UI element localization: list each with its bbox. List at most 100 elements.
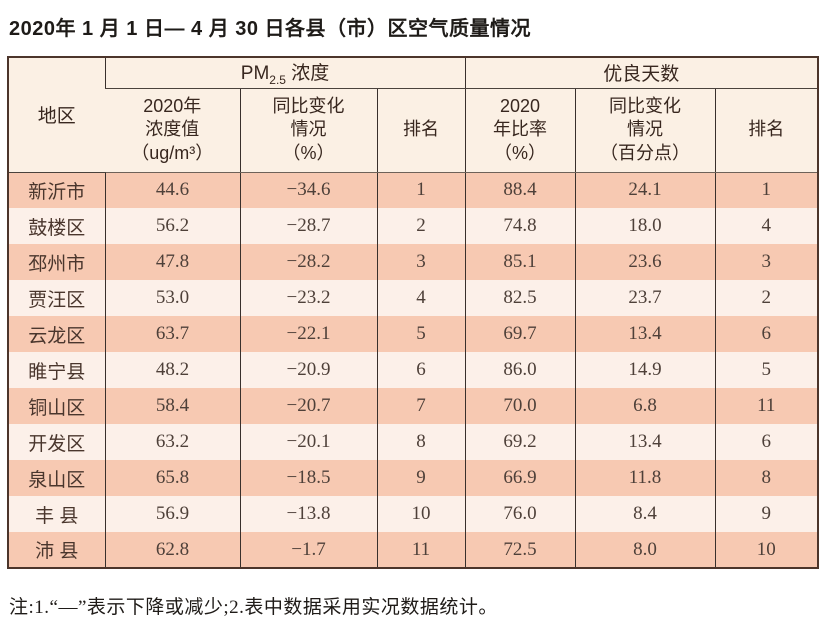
- good-ratio-cell: 69.7: [464, 316, 576, 352]
- good-change-cell: 24.1: [574, 172, 716, 208]
- table-row: 邳州市 47.8 −28.2 3 85.1 23.6 3: [8, 244, 819, 280]
- table-row: 云龙区 63.7 −22.1 5 69.7 13.4 6: [8, 316, 819, 352]
- table-row: 贾汪区 53.0 −23.2 4 82.5 23.7 2: [8, 280, 819, 316]
- pm-rank-cell: 7: [376, 388, 466, 424]
- pm-value-cell: 58.4: [104, 388, 240, 424]
- good-ratio-cell: 88.4: [464, 172, 576, 208]
- good-change-cell: 23.6: [574, 244, 716, 280]
- pm-rank-cell: 1: [376, 172, 466, 208]
- table-row: 新沂市 44.6 −34.6 1 88.4 24.1 1: [8, 172, 819, 208]
- column-header-pm-change: 同比变化 情况 （%）: [239, 88, 377, 173]
- pm-value-cell: 63.2: [104, 424, 240, 460]
- good-change-cell: 23.7: [574, 280, 716, 316]
- good-ratio-cell: 74.8: [464, 208, 576, 244]
- pm-rank-cell: 3: [376, 244, 466, 280]
- table-row: 鼓楼区 56.2 −28.7 2 74.8 18.0 4: [8, 208, 819, 244]
- good-ratio-cell: 86.0: [464, 352, 576, 388]
- table-row: 丰 县 56.9 −13.8 10 76.0 8.4 9: [8, 496, 819, 532]
- pm-rank-cell: 9: [376, 460, 466, 496]
- good-change-cell: 11.8: [574, 460, 716, 496]
- pm-change-cell: −20.7: [239, 388, 377, 424]
- good-change-cell: 8.0: [574, 532, 716, 568]
- pm25-label: PM: [240, 63, 270, 85]
- good-ratio-cell: 70.0: [464, 388, 576, 424]
- good-ratio-cell: 72.5: [464, 532, 576, 568]
- pm-rank-cell: 8: [376, 424, 466, 460]
- pm-change-cell: −28.7: [239, 208, 377, 244]
- column-group-good-days: 优良天数: [464, 57, 819, 89]
- pm-change-cell: −20.1: [239, 424, 377, 460]
- pm-change-cell: −1.7: [239, 532, 377, 568]
- region-cell: 沛 县: [8, 532, 105, 568]
- good-rank-cell: 1: [714, 172, 819, 208]
- region-cell: 云龙区: [8, 316, 105, 352]
- good-rank-cell: 6: [714, 424, 819, 460]
- region-cell: 丰 县: [8, 496, 105, 532]
- good-rank-cell: 2: [714, 280, 819, 316]
- good-ratio-cell: 85.1: [464, 244, 576, 280]
- region-cell: 泉山区: [8, 460, 105, 496]
- pm-rank-cell: 11: [376, 532, 466, 568]
- good-rank-cell: 5: [714, 352, 819, 388]
- pm-change-cell: −23.2: [239, 280, 377, 316]
- pm-value-cell: 47.8: [104, 244, 240, 280]
- pm25-label-suffix: 浓度: [285, 63, 330, 85]
- good-rank-cell: 8: [714, 460, 819, 496]
- good-ratio-cell: 82.5: [464, 280, 576, 316]
- pm25-subscript: 2.5: [269, 73, 286, 88]
- region-cell: 邳州市: [8, 244, 105, 280]
- table-row: 铜山区 58.4 −20.7 7 70.0 6.8 11: [8, 388, 819, 424]
- region-cell: 贾汪区: [8, 280, 105, 316]
- pm-value-cell: 48.2: [104, 352, 240, 388]
- good-rank-cell: 3: [714, 244, 819, 280]
- pm-rank-cell: 6: [376, 352, 466, 388]
- table-row: 开发区 63.2 −20.1 8 69.2 13.4 6: [8, 424, 819, 460]
- pm-change-cell: −13.8: [239, 496, 377, 532]
- column-header-pm-value: 2020年 浓度值 （ug/m³）: [105, 88, 240, 173]
- region-cell: 鼓楼区: [8, 208, 105, 244]
- good-ratio-cell: 76.0: [464, 496, 576, 532]
- region-cell: 开发区: [8, 424, 105, 460]
- pm-value-cell: 56.9: [104, 496, 240, 532]
- table-row: 泉山区 65.8 −18.5 9 66.9 11.8 8: [8, 460, 819, 496]
- pm-change-cell: −34.6: [239, 172, 377, 208]
- pm-change-cell: −28.2: [239, 244, 377, 280]
- good-rank-cell: 11: [714, 388, 819, 424]
- good-rank-cell: 10: [714, 532, 819, 568]
- footnote: 注:1.“—”表示下降或减少;2.表中数据采用实况数据统计。: [9, 597, 498, 618]
- good-ratio-cell: 66.9: [464, 460, 576, 496]
- good-change-cell: 13.4: [574, 424, 716, 460]
- table-row: 沛 县 62.8 −1.7 11 72.5 8.0 10: [8, 532, 819, 568]
- column-header-good-change: 同比变化 情况 （百分点）: [574, 88, 716, 173]
- region-cell: 新沂市: [8, 172, 105, 208]
- good-rank-cell: 4: [714, 208, 819, 244]
- pm-rank-cell: 4: [376, 280, 466, 316]
- table-row: 睢宁县 48.2 −20.9 6 86.0 14.9 5: [8, 352, 819, 388]
- pm-change-cell: −20.9: [239, 352, 377, 388]
- table-body: 新沂市 44.6 −34.6 1 88.4 24.1 1 鼓楼区 56.2 −2…: [8, 172, 819, 568]
- region-cell: 睢宁县: [8, 352, 105, 388]
- pm-value-cell: 44.6: [104, 172, 240, 208]
- pm-change-cell: −22.1: [239, 316, 377, 352]
- column-header-pm-rank: 排名: [376, 88, 466, 173]
- good-change-cell: 6.8: [574, 388, 716, 424]
- good-change-cell: 13.4: [574, 316, 716, 352]
- pm-change-cell: −18.5: [239, 460, 377, 496]
- good-change-cell: 18.0: [574, 208, 716, 244]
- pm-value-cell: 53.0: [104, 280, 240, 316]
- good-ratio-cell: 69.2: [464, 424, 576, 460]
- column-header-good-rank: 排名: [714, 88, 819, 173]
- pm-value-cell: 62.8: [104, 532, 240, 568]
- region-cell: 铜山区: [8, 388, 105, 424]
- good-rank-cell: 9: [714, 496, 819, 532]
- pm-value-cell: 65.8: [104, 460, 240, 496]
- good-change-cell: 8.4: [574, 496, 716, 532]
- good-rank-cell: 6: [714, 316, 819, 352]
- pm-rank-cell: 5: [376, 316, 466, 352]
- column-header-good-ratio: 2020 年比率 （%）: [464, 88, 576, 173]
- table-header: 地区 PM2.5 浓度 优良天数 2020年 浓度值 （ug/m³） 同比变化 …: [8, 57, 819, 173]
- page-title: 2020年 1 月 1 日— 4 月 30 日各县（市）区空气质量情况: [9, 18, 532, 40]
- pm-value-cell: 63.7: [104, 316, 240, 352]
- column-group-pm25: PM2.5 浓度: [104, 57, 466, 89]
- good-change-cell: 14.9: [574, 352, 716, 388]
